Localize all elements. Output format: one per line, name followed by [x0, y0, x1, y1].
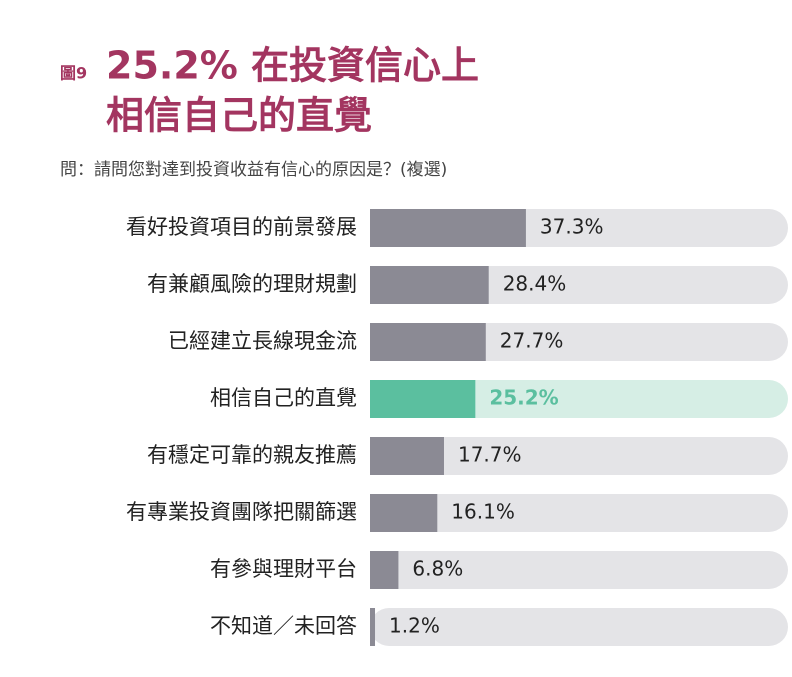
bar [370, 551, 399, 589]
bar [370, 608, 376, 646]
category-label: 不知道／未回答 [210, 614, 357, 638]
value-label: 16.1% [451, 500, 515, 524]
bar-track [370, 494, 788, 532]
category-label: 看好投資項目的前景發展 [126, 215, 357, 239]
chart-title: 相信自己的直覺 [106, 94, 372, 138]
figure-label: 圖9 [60, 64, 87, 83]
value-label: 25.2% [489, 386, 558, 410]
category-label: 有兼顧風險的理財規劃 [147, 272, 357, 296]
bar [370, 323, 486, 361]
value-label: 27.7% [500, 329, 564, 353]
value-label: 37.3% [540, 215, 604, 239]
bar [370, 494, 438, 532]
category-label: 已經建立長線現金流 [168, 329, 357, 353]
chart-title: 25.2% 在投資信心上 [106, 44, 479, 88]
chart-subtitle: 問：請問您對達到投資收益有信心的原因是？(複選) [60, 160, 447, 180]
category-label: 有參與理財平台 [210, 557, 357, 581]
value-label: 6.8% [412, 557, 463, 581]
bar [370, 437, 444, 475]
bar-track [370, 551, 788, 589]
bar [370, 266, 489, 304]
value-label: 17.7% [458, 443, 522, 467]
category-label: 有穩定可靠的親友推薦 [147, 443, 357, 467]
bar [370, 380, 476, 418]
bar [370, 209, 526, 247]
category-label: 相信自己的直覺 [210, 386, 357, 410]
bar-track [370, 437, 788, 475]
category-label: 有專業投資團隊把關篩選 [126, 500, 357, 524]
bar-track [370, 608, 788, 646]
value-label: 1.2% [389, 614, 440, 638]
value-label: 28.4% [503, 272, 567, 296]
